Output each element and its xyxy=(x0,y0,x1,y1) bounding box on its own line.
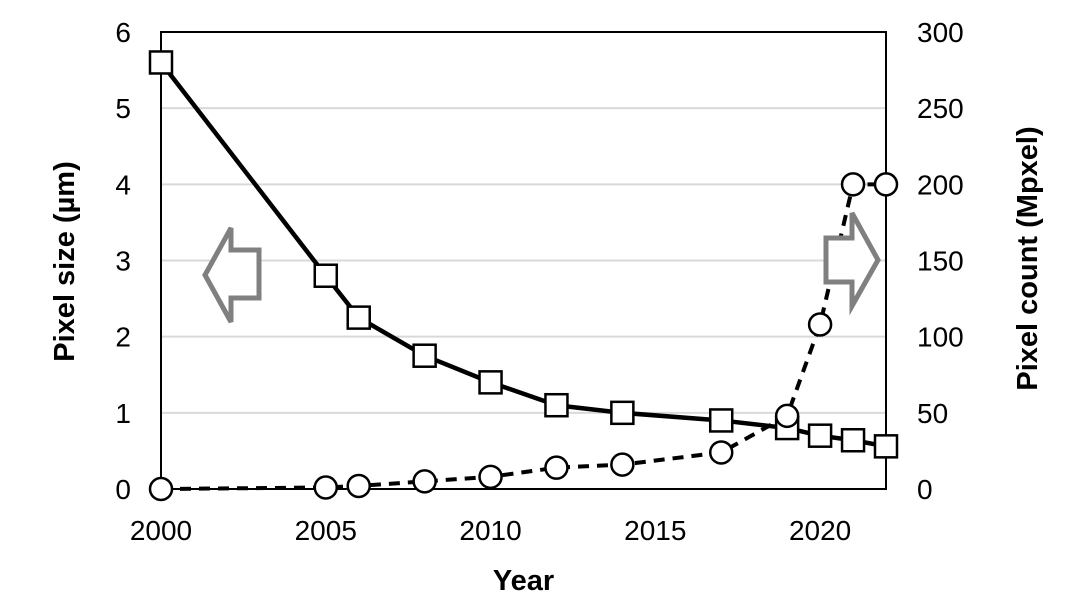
y-axis-left-title: Pixel size (µm) xyxy=(49,161,81,361)
series-2-point xyxy=(544,455,569,480)
plot-frame xyxy=(160,31,887,490)
series-1-point xyxy=(478,370,503,395)
x-tick-label: 2020 xyxy=(789,515,851,546)
series-layer xyxy=(148,50,899,502)
series-1-line xyxy=(159,61,887,449)
x-tick-label: 2015 xyxy=(624,515,686,546)
y-right-tick-label: 50 xyxy=(917,398,948,429)
y-right-tick-label: 200 xyxy=(917,169,964,200)
y-right-tick-label: 150 xyxy=(917,246,964,277)
annotation-arrows xyxy=(202,211,881,324)
y-left-tick-label: 6 xyxy=(115,17,131,48)
y-axis-right-title: Pixel count (Mpxel) xyxy=(1012,126,1044,390)
series-1-point xyxy=(873,434,899,459)
x-tick-label: 2005 xyxy=(295,515,357,546)
series-2-point xyxy=(346,473,371,499)
series-2-point xyxy=(313,475,339,500)
y-left-tick-label: 1 xyxy=(115,398,131,429)
series-2-point xyxy=(807,312,833,337)
tick-labels: 0 1 2 3 4 5 6 0 50 100 150 200 250 300 2000 2005 2010 201… xyxy=(115,17,963,546)
series-1-point xyxy=(346,305,371,330)
series-2-point xyxy=(873,172,899,197)
series-2-point xyxy=(610,452,635,477)
gridlines xyxy=(161,107,886,414)
series-2-point xyxy=(412,469,437,494)
x-tick-label: 2000 xyxy=(130,515,192,546)
y-left-tick-label: 0 xyxy=(115,474,131,505)
series-2-point xyxy=(774,403,800,429)
y-right-tick-label: 100 xyxy=(917,322,964,353)
series-2-point xyxy=(708,440,734,465)
series-1-point xyxy=(544,392,569,418)
y-left-tick-label: 4 xyxy=(115,169,131,200)
y-left-tick-label: 5 xyxy=(115,93,131,124)
left-arrow-icon xyxy=(202,226,262,324)
series-1-point xyxy=(708,408,734,433)
series-2-point xyxy=(840,172,866,197)
y-right-tick-label: 250 xyxy=(917,93,964,124)
series-1-point xyxy=(412,343,437,368)
y-left-tick-label: 3 xyxy=(115,246,131,277)
right-arrow-icon xyxy=(823,211,881,316)
series-1-point xyxy=(148,50,174,75)
x-axis-title: Year xyxy=(493,565,554,597)
x-tick-label: 2010 xyxy=(459,515,521,546)
series-1-point xyxy=(807,423,833,448)
series-2-point xyxy=(478,464,503,490)
y-right-tick-label: 300 xyxy=(917,17,964,48)
series-1-point xyxy=(610,400,635,426)
series-2-point xyxy=(148,476,174,502)
y-left-tick-label: 2 xyxy=(115,322,131,353)
series-1-point xyxy=(313,263,339,288)
y-right-tick-label: 0 xyxy=(917,474,933,505)
series-1-point xyxy=(840,428,866,453)
